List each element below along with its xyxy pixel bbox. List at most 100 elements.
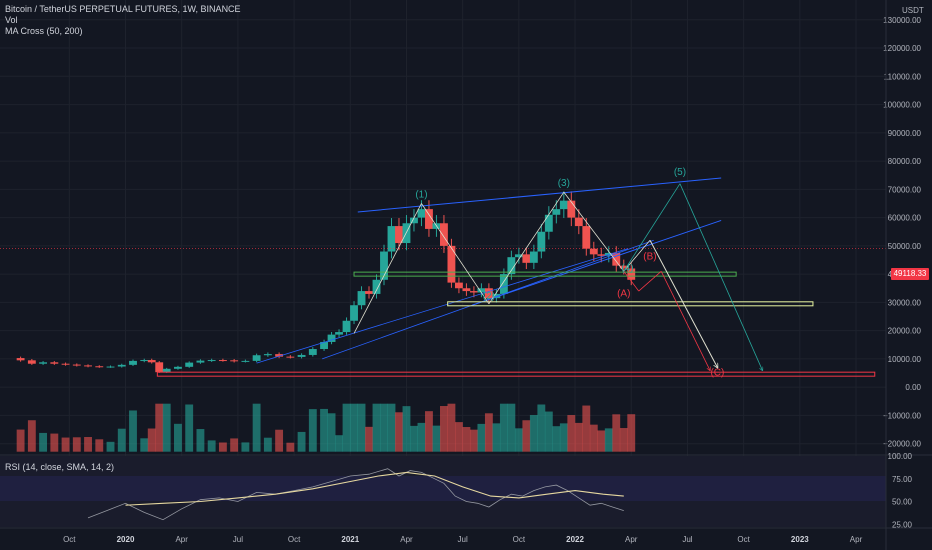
candle-body (155, 362, 164, 373)
rsi-indicator-label[interactable]: RSI (14, close, SMA, 14, 2) (5, 462, 115, 472)
candle-body (372, 279, 381, 294)
wave-segment (623, 239, 651, 272)
candle-body (129, 360, 137, 365)
time-tick-label: Apr (400, 535, 413, 544)
candle-body (537, 231, 546, 252)
symbol-title[interactable]: Bitcoin / TetherUS PERPETUAL FUTURES, 1W… (5, 4, 241, 14)
volume-bar (507, 403, 516, 452)
candle-body (252, 355, 261, 361)
wave-label: (C) (710, 368, 724, 379)
volume-bar (286, 442, 295, 452)
volume-bar (16, 429, 25, 452)
volume-bar (425, 411, 433, 452)
candle-body (425, 209, 433, 229)
time-tick-label: Apr (850, 535, 863, 544)
candle-body (440, 223, 448, 246)
candle-body (207, 360, 216, 362)
candle-body (297, 354, 306, 357)
candle-body (218, 360, 227, 362)
wave-label: (4) (621, 263, 633, 274)
volume-bar (147, 428, 156, 452)
price-tick-label: 70000.00 (888, 185, 922, 194)
candle-body (342, 320, 351, 333)
volume-bar (559, 423, 568, 452)
time-tick-label: Apr (175, 535, 188, 544)
volume-bar (357, 403, 366, 452)
lower-trendline (471, 219, 722, 306)
support-band (447, 301, 814, 307)
candle-body (582, 226, 591, 249)
volume-indicator-label[interactable]: Vol (5, 15, 18, 25)
wave-label: (1) (415, 189, 427, 200)
candle-body (492, 293, 501, 299)
candle-body (84, 365, 92, 367)
candle-body (27, 360, 36, 364)
volume-bar (417, 422, 426, 452)
volume-bar (350, 403, 358, 452)
volume-bar (207, 440, 216, 452)
volume-bar (454, 422, 463, 452)
volume-bar (529, 415, 538, 452)
candle-body (507, 257, 516, 275)
candle-body (574, 217, 583, 227)
wave-label: (B) (643, 252, 656, 263)
candle-body (612, 252, 621, 266)
abc-c (660, 271, 710, 370)
volume-bar (499, 403, 508, 452)
volume-bar (263, 437, 272, 452)
candle-body (162, 368, 171, 373)
price-tick-label: 100000.00 (883, 101, 921, 110)
price-tick-label: 130000.00 (883, 16, 921, 25)
candle-body (350, 305, 358, 321)
candle-body (185, 362, 194, 367)
rsi-tick-label: 25.00 (892, 520, 913, 529)
time-tick-label: Apr (625, 535, 638, 544)
volume-bar (537, 404, 546, 452)
candle-body (39, 362, 48, 364)
volume-bar (327, 413, 336, 452)
ma-cross-indicator-label[interactable]: MA Cross (50, 200) (5, 26, 83, 36)
volume-bar (185, 404, 194, 452)
candle-body (327, 334, 336, 342)
rsi-tick-label: 75.00 (892, 475, 913, 484)
candle-body (410, 217, 418, 224)
candle-body (241, 360, 250, 362)
price-tick-label: −10000.00 (883, 411, 922, 420)
candle-body (16, 358, 25, 361)
candle-body (627, 268, 636, 280)
volume-bar (174, 423, 182, 452)
candle-body (395, 226, 403, 244)
rsi-ma-line (125, 471, 624, 506)
candle-body (335, 332, 343, 335)
chart-legend: Bitcoin / TetherUS PERPETUAL FUTURES, 1W… (5, 4, 241, 37)
volume-bar (410, 425, 418, 452)
price-tick-label: 50000.00 (888, 242, 922, 251)
candle-body (147, 360, 156, 363)
current-price-tag: 49118.33 (891, 268, 929, 280)
candle-body (117, 364, 126, 367)
candle-body (230, 360, 239, 362)
volume-bar (440, 406, 448, 452)
support-band (353, 271, 737, 277)
volume-bar (308, 409, 317, 452)
ma-line-2 (256, 248, 628, 364)
volume-bar (218, 442, 227, 452)
time-tick-label: Oct (288, 535, 301, 544)
volume-bar (140, 438, 149, 452)
volume-bar (597, 430, 606, 452)
volume-bar (95, 439, 104, 452)
price-tick-label: 20000.00 (888, 327, 922, 336)
volume-bar (582, 405, 591, 452)
abc-a (623, 271, 640, 292)
volume-bar (589, 424, 598, 452)
candle-body (484, 288, 493, 299)
wave-labels: (1) (2) (3) (4) (5) (A) (B) (C) (415, 167, 724, 379)
rsi-tick-label: 100.00 (888, 452, 913, 461)
time-tick-label: 2020 (117, 535, 135, 544)
candle-body (308, 349, 317, 355)
candle-body (380, 251, 388, 280)
price-unit-label[interactable]: USDT (902, 6, 924, 15)
volume-bar (552, 426, 561, 452)
price-tick-label: 10000.00 (888, 355, 922, 364)
